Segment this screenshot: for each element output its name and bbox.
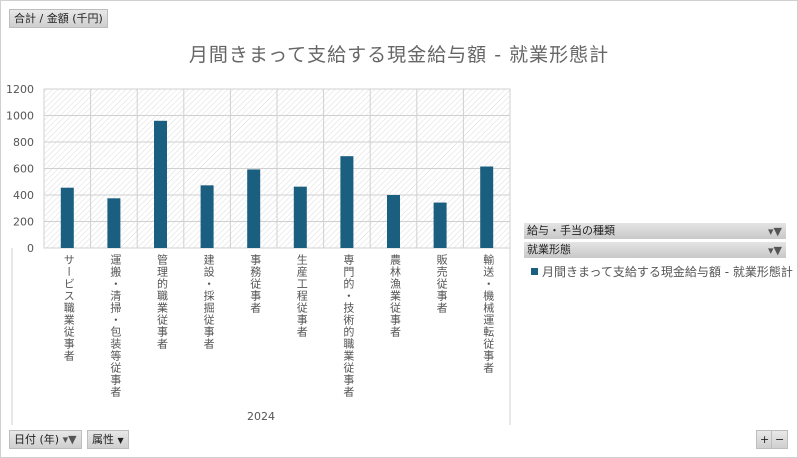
x-tick-label: 建設・採掘従事者 [202, 254, 216, 350]
bar-0[interactable] [60, 187, 74, 248]
bar-9[interactable] [480, 166, 494, 248]
legend-item: 月間きまって支給する現金給与額 - 就業形態計 [531, 263, 793, 280]
filter-field-employment-type[interactable]: 就業形態 ▾▼ [524, 242, 786, 258]
x-tick-label: 輸送・機械運転従事者 [481, 254, 495, 374]
bar-2[interactable] [154, 120, 167, 248]
y-tick-label: 400 [13, 189, 34, 202]
bar-5[interactable] [293, 186, 307, 248]
filter-icon[interactable]: ▾▼ [768, 225, 782, 238]
x-tick-label: 事務従事者 [248, 254, 262, 314]
legend-label: 月間きまって支給する現金給与額 - 就業形態計 [542, 265, 793, 279]
date-field-label: 日付 (年) [14, 433, 60, 446]
measure-field-button[interactable]: 合計 / 金額 (千円) [9, 9, 108, 28]
y-tick-label: 1000 [6, 110, 34, 123]
filter-field-salary-type[interactable]: 給与・手当の種類 ▾▼ [524, 223, 786, 239]
attribute-field-label: 属性 [92, 433, 114, 446]
x-tick-label: 生産工程従事者 [295, 254, 309, 338]
filter-label: 給与・手当の種類 [527, 224, 615, 237]
date-field-button[interactable]: 日付 (年) ▾▼ [9, 430, 82, 449]
attribute-field-button[interactable]: 属性 ▼ [87, 430, 129, 449]
x-tick-label: サービス職業従事者 [62, 254, 76, 362]
x-tick-label: 運搬・清掃・包装等従事者 [108, 254, 122, 398]
filter-icon[interactable]: ▾▼ [62, 433, 77, 446]
y-tick-label: 600 [13, 163, 34, 176]
chart-title: 月間きまって支給する現金給与額 - 就業形態計 [188, 44, 610, 66]
filter-label: 就業形態 [527, 243, 571, 256]
y-tick-label: 800 [13, 136, 34, 149]
bar-8[interactable] [433, 202, 447, 248]
legend-swatch [531, 268, 538, 275]
bar-4[interactable] [247, 169, 261, 248]
x-tick-label: 管理的職業従事者 [155, 254, 169, 350]
group-label: 2024 [247, 410, 275, 423]
x-tick-label: 農林漁業従事者 [388, 254, 402, 338]
x-tick-label: 専門的・技術的職業従事者 [341, 254, 355, 398]
dropdown-icon: ▼ [117, 436, 124, 445]
collapse-button[interactable]: − [771, 430, 789, 449]
y-tick-label: 0 [27, 242, 34, 255]
y-tick-label: 1200 [6, 83, 34, 96]
bar-3[interactable] [200, 185, 214, 248]
bar-1[interactable] [107, 198, 121, 248]
filter-icon[interactable]: ▾▼ [768, 244, 782, 257]
x-tick-label: 販売従事者 [435, 254, 449, 314]
bar-6[interactable] [340, 156, 354, 248]
bar-7[interactable] [387, 195, 400, 248]
y-tick-label: 200 [13, 216, 34, 229]
